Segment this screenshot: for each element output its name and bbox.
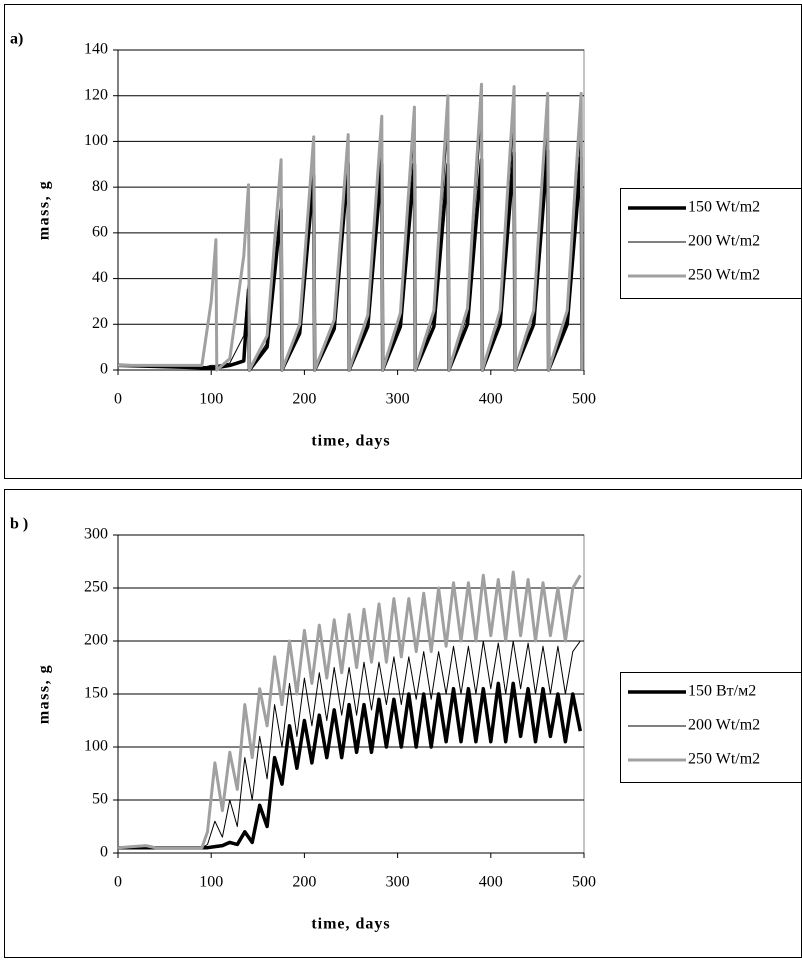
series-line xyxy=(117,570,582,850)
x-tick-label: 0 xyxy=(114,391,122,408)
x-tick-label: 300 xyxy=(386,391,410,408)
x-tick-label: 500 xyxy=(572,874,596,891)
y-tick-label: 20 xyxy=(92,315,108,332)
x-tick-label: 100 xyxy=(199,874,223,891)
legend-label: 150 Wt/m2 xyxy=(688,199,760,216)
legend-label: 200 Wt/m2 xyxy=(688,717,760,734)
x-tick-label: 400 xyxy=(479,391,503,408)
panel-label: a) xyxy=(10,31,23,48)
legend-label: 150 Вт/м2 xyxy=(688,683,756,700)
panel-label: b ) xyxy=(10,516,28,533)
y-tick-label: 120 xyxy=(84,86,108,103)
x-tick-label: 200 xyxy=(292,874,316,891)
y-tick-label: 50 xyxy=(92,791,108,808)
x-tick-label: 400 xyxy=(479,874,503,891)
x-tick-label: 100 xyxy=(199,391,223,408)
x-tick-label: 200 xyxy=(292,391,316,408)
y-tick-label: 0 xyxy=(100,361,108,378)
y-tick-label: 100 xyxy=(84,738,108,755)
y-tick-label: 60 xyxy=(92,224,108,241)
legend-label: 250 Wt/m2 xyxy=(688,267,760,284)
y-tick-label: 140 xyxy=(84,41,108,58)
y-tick-label: 40 xyxy=(92,269,108,286)
series-line xyxy=(118,82,584,372)
legend-label: 250 Wt/m2 xyxy=(688,751,760,768)
y-tick-label: 100 xyxy=(84,132,108,149)
y-tick-label: 150 xyxy=(84,685,108,702)
y-tick-label: 200 xyxy=(84,632,108,649)
legend-label: 200 Wt/m2 xyxy=(688,233,760,250)
y-tick-label: 0 xyxy=(100,844,108,861)
series-line xyxy=(117,640,581,849)
y-tick-label: 300 xyxy=(84,526,108,543)
x-tick-label: 0 xyxy=(114,874,122,891)
y-axis-title: mass, g xyxy=(36,664,53,724)
y-tick-label: 250 xyxy=(84,579,108,596)
y-tick-label: 80 xyxy=(92,178,108,195)
y-axis-title: mass, g xyxy=(36,180,53,240)
series-line xyxy=(118,681,583,850)
x-tick-label: 500 xyxy=(572,391,596,408)
x-tick-label: 300 xyxy=(386,874,410,891)
x-axis-title: time, days xyxy=(311,916,390,933)
x-axis-title: time, days xyxy=(311,433,390,450)
